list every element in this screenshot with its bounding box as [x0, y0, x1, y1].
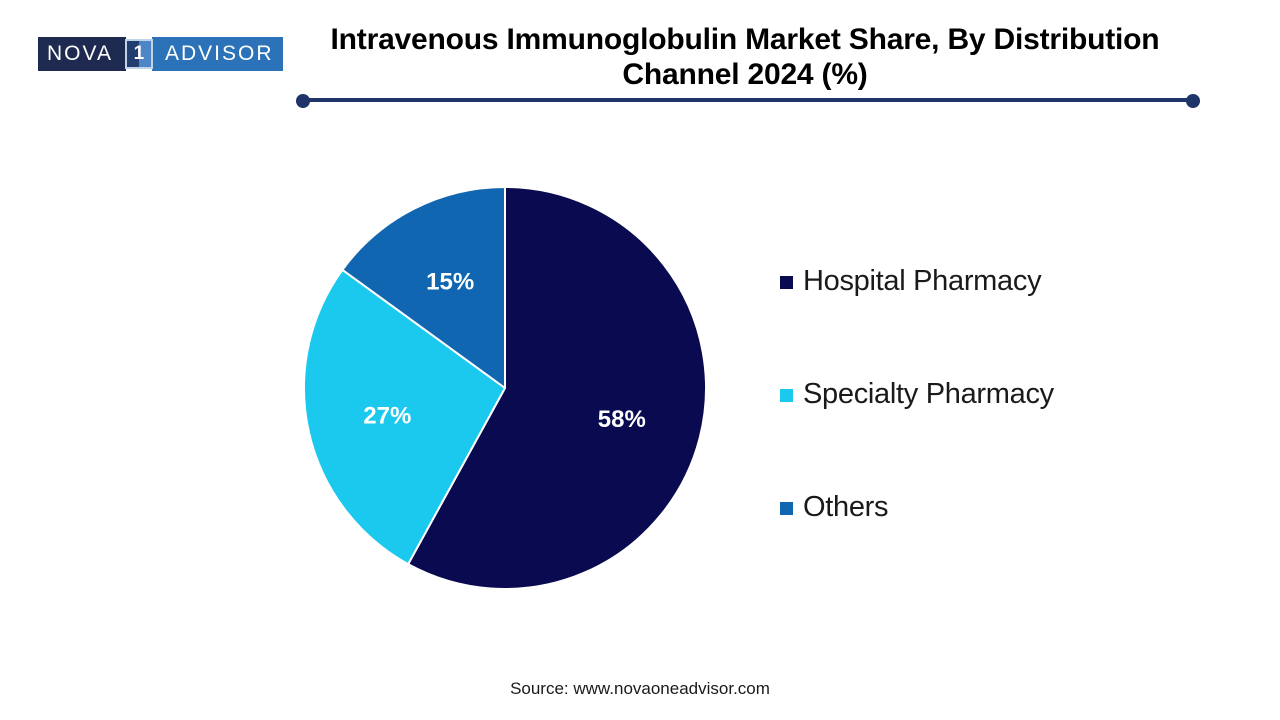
chart-title-line-2: Channel 2024 (%): [622, 58, 868, 91]
logo-one-text: 1: [133, 43, 145, 64]
divider-dot-right: [1186, 94, 1200, 108]
legend-swatch-hospital-pharmacy: [780, 276, 793, 289]
logo-one-box: 1: [124, 39, 153, 69]
legend-swatch-others: [780, 502, 793, 515]
chart-title-line-1: Intravenous Immunoglobulin Market Share,…: [330, 23, 1160, 56]
logo-left-text: NOVA: [47, 42, 113, 65]
pie-data-label-hospital-pharmacy: 58%: [598, 406, 646, 433]
legend-swatch-specialty-pharmacy: [780, 389, 793, 402]
legend-item-others: Others: [780, 490, 1054, 524]
logo-left-segment: NOVA: [38, 37, 126, 71]
pie-slice-others: [341, 186, 506, 389]
nova-one-advisor-logo: NOVA 1 ADVISOR: [38, 37, 283, 71]
source-text: Source: www.novaoneadvisor.com: [510, 679, 770, 698]
legend-item-specialty-pharmacy: Specialty Pharmacy: [780, 377, 1054, 411]
logo-right-segment: ADVISOR: [151, 37, 283, 71]
legend-item-hospital-pharmacy: Hospital Pharmacy: [780, 264, 1054, 298]
pie-slice-specialty-pharmacy: [303, 268, 506, 566]
chart-legend: Hospital Pharmacy Specialty Pharmacy Oth…: [780, 264, 1054, 524]
legend-label-specialty-pharmacy: Specialty Pharmacy: [803, 377, 1054, 410]
pie-data-label-specialty-pharmacy: 27%: [363, 402, 411, 429]
pie-slice-hospital-pharmacy: [407, 186, 707, 590]
chart-title: Intravenous Immunoglobulin Market Share,…: [295, 22, 1195, 92]
legend-label-hospital-pharmacy: Hospital Pharmacy: [803, 264, 1042, 297]
logo-right-text: ADVISOR: [164, 42, 274, 65]
divider-dot-left: [296, 94, 310, 108]
pie-chart: 58% 27% 15%: [303, 186, 707, 590]
legend-label-others: Others: [803, 490, 889, 523]
title-divider-line: [300, 98, 1193, 102]
pie-data-label-others: 15%: [426, 269, 474, 296]
